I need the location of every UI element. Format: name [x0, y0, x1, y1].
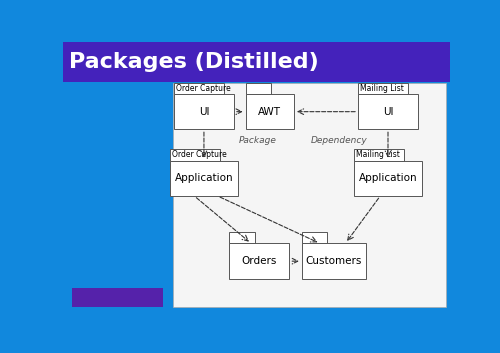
- Bar: [302, 232, 327, 244]
- Text: Packages (Distilled): Packages (Distilled): [70, 52, 319, 72]
- Text: Order Capture: Order Capture: [176, 84, 231, 93]
- Bar: [62, 42, 450, 82]
- Bar: [302, 244, 366, 279]
- Text: Application: Application: [174, 173, 233, 183]
- Bar: [358, 83, 408, 94]
- Text: Orders: Orders: [242, 256, 277, 266]
- Text: AWT: AWT: [258, 107, 281, 117]
- Text: UI: UI: [383, 107, 393, 117]
- Bar: [230, 244, 290, 279]
- Bar: [72, 288, 163, 307]
- Bar: [246, 94, 294, 129]
- Bar: [246, 83, 271, 94]
- Bar: [354, 161, 422, 196]
- Text: UI: UI: [198, 107, 209, 117]
- Text: Package: Package: [239, 136, 277, 145]
- Bar: [173, 83, 446, 307]
- Text: Mailing List: Mailing List: [356, 150, 401, 160]
- Text: Customers: Customers: [306, 256, 362, 266]
- Bar: [358, 94, 418, 129]
- Text: Order Capture: Order Capture: [172, 150, 227, 160]
- Bar: [354, 149, 405, 161]
- Bar: [170, 149, 220, 161]
- Bar: [62, 42, 173, 314]
- Text: Dependency: Dependency: [310, 136, 367, 145]
- Bar: [174, 83, 224, 94]
- Bar: [230, 232, 254, 244]
- Text: Mailing List: Mailing List: [360, 84, 404, 93]
- Text: Application: Application: [358, 173, 418, 183]
- Bar: [174, 94, 234, 129]
- Bar: [170, 161, 238, 196]
